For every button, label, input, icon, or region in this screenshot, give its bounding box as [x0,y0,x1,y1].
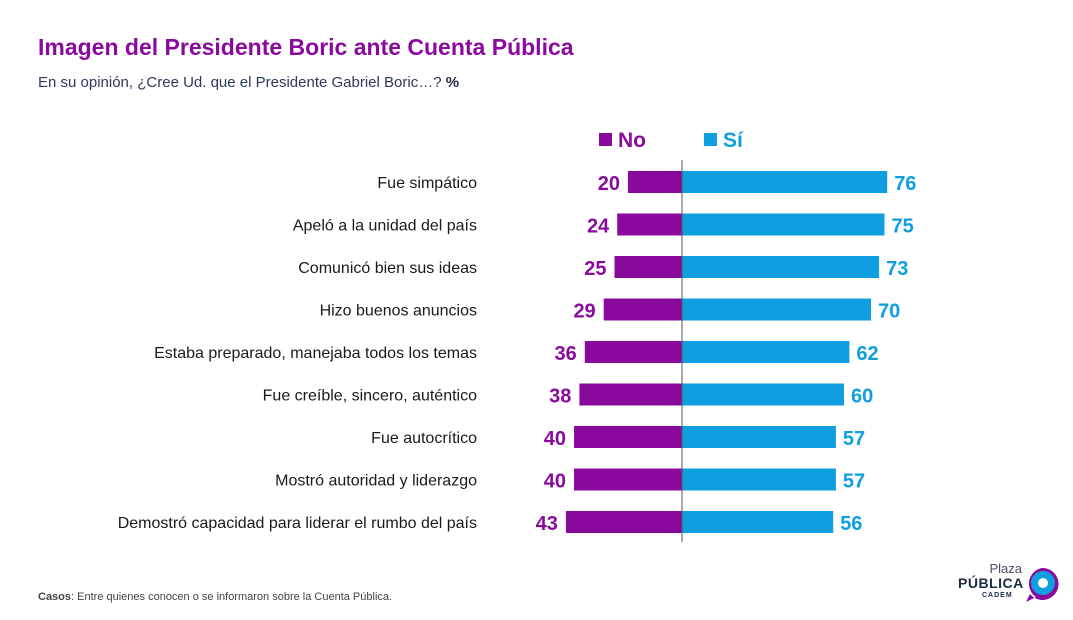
category-label: Mostró autoridad y liderazgo [275,473,477,490]
bar-si [682,468,836,491]
bar-no [617,213,682,236]
category-label: Apeló a la unidad del país [293,218,477,235]
data-label-no: 38 [549,386,571,408]
bar-si [682,171,888,193]
logo: Plaza PÚBLICA CADEM [958,561,1062,607]
data-label-si: 57 [843,471,865,493]
bar-si [682,341,850,363]
bar-no [614,256,682,278]
bar-no [603,298,682,321]
data-label-no: 36 [555,343,577,365]
bar-no [579,383,682,406]
bar-si [682,298,871,321]
logo-line2: PÚBLICA [958,575,1024,591]
bar-no [574,468,682,491]
speech-bubble-icon [1026,567,1059,602]
bar-no [565,511,682,533]
category-label: Demostró capacidad para liderar el rumbo… [118,515,477,532]
footnote-text: : Entre quienes conocen o se informaron … [71,591,393,603]
footnote-label: Casos [38,591,72,603]
data-label-si: 57 [843,428,865,450]
data-label-si: 62 [856,343,878,365]
legend-label-si: Sí [723,129,744,152]
data-label-no: 40 [544,471,566,493]
legend-label-no: No [618,129,646,152]
bar-no [628,171,682,193]
bar-si [682,213,885,236]
footnote: Casos: Entre quienes conocen o se inform… [38,591,392,603]
data-label-si: 60 [851,386,873,408]
bar-no [574,426,682,448]
subtitle-text: En su opinión, ¿Cree Ud. que el Presiden… [38,74,442,91]
bar-si [682,426,836,448]
bar-no [584,341,682,363]
category-label: Fue simpático [377,175,477,192]
unit-label: % [445,74,460,91]
data-label-si: 76 [894,173,916,195]
legend-swatch-no [599,133,612,146]
diverging-bar-chart: No Sí Fue simpático 20 76 Apeló a la unidad d… [118,129,916,542]
data-label-si: 56 [840,513,862,535]
category-label: Fue autocrítico [371,430,477,447]
data-label-no: 20 [598,173,620,195]
chart-subtitle: En su opinión, ¿Cree Ud. que el Presiden… [38,74,459,91]
data-label-no: 29 [573,301,595,323]
data-label-no: 43 [536,513,558,535]
bar-si [682,256,880,278]
logo-line3: CADEM [982,592,1013,599]
data-label-si: 75 [892,216,914,238]
logo-line1: Plaza [989,561,1022,576]
bar-si [682,511,834,533]
data-label-si: 70 [878,301,900,323]
legend-swatch-si [704,133,717,146]
category-label: Estaba preparado, manejaba todos los tem… [154,345,477,362]
category-label: Hizo buenos anuncios [320,303,477,320]
category-label: Comunicó bien sus ideas [298,260,477,277]
data-label-no: 24 [587,216,610,238]
data-label-no: 40 [544,428,566,450]
data-label-si: 73 [886,258,908,280]
data-label-no: 25 [584,258,606,280]
chart-title: Imagen del Presidente Boric ante Cuenta … [38,34,574,60]
category-label: Fue creíble, sincero, auténtico [263,388,477,405]
bar-si [682,383,844,406]
